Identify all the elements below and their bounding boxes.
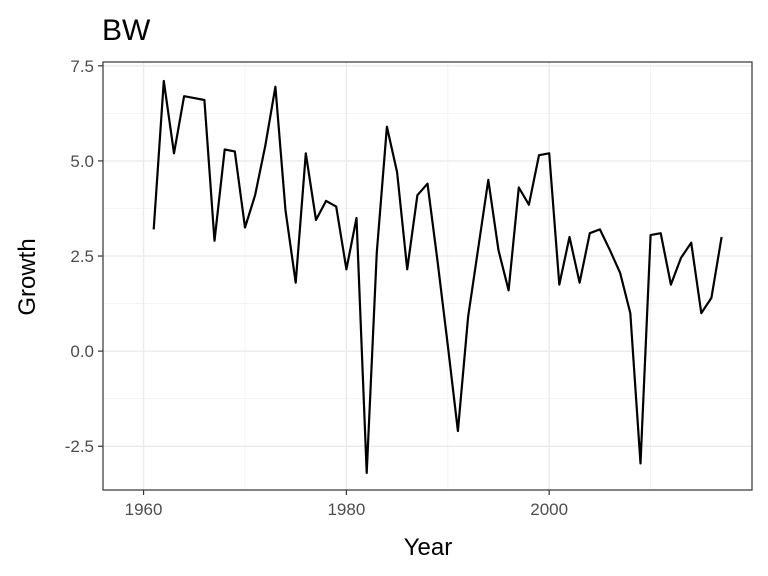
y-tick-label: 0.0: [70, 342, 94, 361]
x-axis-title: Year: [404, 534, 453, 561]
y-axis-title: Growth: [14, 238, 41, 315]
plot-panel-background: [103, 62, 752, 490]
growth-series-line: [152, 79, 723, 474]
x-tick-label: 1980: [327, 500, 365, 519]
y-tick-label: 7.5: [70, 57, 94, 76]
y-tick-label: 2.5: [70, 247, 94, 266]
chart-title: BW: [102, 14, 151, 47]
x-tick-label: 1960: [125, 500, 163, 519]
y-tick-label: -2.5: [65, 437, 94, 456]
y-axis-ticks: -2.5 0.0 2.5 5.0 7.5: [65, 57, 103, 456]
x-tick-label: 2000: [530, 500, 568, 519]
plot-panel-border: [102, 61, 753, 491]
x-axis-ticks: 1960 1980 2000: [125, 490, 568, 519]
major-gridlines: [103, 62, 752, 490]
y-tick-label: 5.0: [70, 152, 94, 171]
